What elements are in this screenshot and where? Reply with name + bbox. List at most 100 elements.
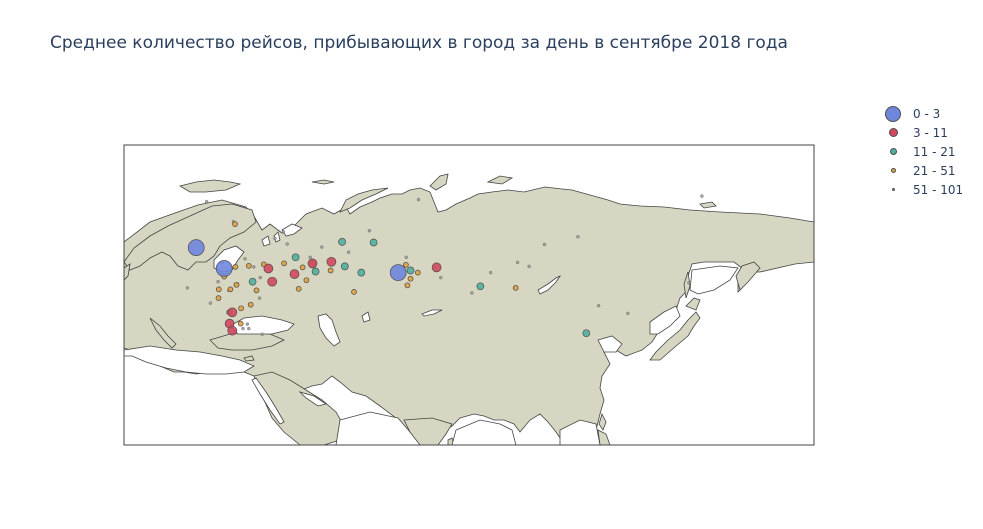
legend-dot-2 — [889, 148, 897, 155]
legend-item-0[interactable]: 0 - 3 — [880, 104, 963, 123]
cyprus — [243, 355, 255, 362]
legend-symbol-1 — [880, 123, 906, 142]
new-siberian-islands — [486, 175, 514, 185]
map-clip-group — [124, 145, 814, 445]
black-sea — [229, 315, 295, 335]
city-marker-4-3[interactable] — [576, 235, 580, 239]
city-marker-3-8[interactable] — [512, 285, 519, 291]
city-marker-4-31[interactable] — [700, 194, 704, 198]
city-marker-4-34[interactable] — [281, 230, 286, 234]
city-marker-4-10[interactable] — [285, 242, 289, 246]
city-marker-3-22[interactable] — [247, 301, 254, 308]
city-marker-4-14[interactable] — [204, 200, 209, 204]
legend-label-3: 21 - 51 — [913, 163, 956, 178]
city-marker-3-24[interactable] — [414, 269, 421, 276]
city-marker-4-8[interactable] — [367, 229, 372, 233]
city-marker-1-5[interactable] — [289, 269, 300, 279]
city-marker-3-9[interactable] — [407, 275, 414, 282]
city-marker-4-25[interactable] — [216, 280, 220, 284]
city-marker-4-9[interactable] — [320, 245, 324, 249]
city-marker-2-9[interactable] — [248, 277, 257, 286]
severnaya-zemlya — [429, 173, 449, 191]
legend-symbol-4 — [880, 180, 906, 199]
city-marker-3-0[interactable] — [215, 286, 222, 293]
city-marker-4-12[interactable] — [258, 275, 262, 280]
city-marker-2-8[interactable] — [340, 262, 349, 271]
city-marker-4-4[interactable] — [527, 264, 531, 269]
city-marker-4-28[interactable] — [489, 270, 493, 275]
city-marker-2-2[interactable] — [357, 268, 366, 277]
city-marker-1-6[interactable] — [431, 262, 442, 273]
city-marker-2-7[interactable] — [338, 238, 346, 246]
city-marker-0-1[interactable] — [187, 239, 205, 256]
city-marker-3-1[interactable] — [232, 264, 239, 270]
city-marker-3-20[interactable] — [299, 264, 306, 271]
legend-dot-0 — [885, 105, 901, 122]
city-marker-3-25[interactable] — [232, 221, 238, 227]
city-marker-3-14[interactable] — [295, 286, 302, 292]
city-marker-4-27[interactable] — [308, 255, 312, 259]
red-sea — [251, 377, 285, 425]
legend-item-3[interactable]: 21 - 51 — [880, 161, 963, 180]
city-marker-1-8[interactable] — [227, 325, 238, 336]
city-marker-2-3[interactable] — [369, 238, 378, 247]
city-marker-1-0[interactable] — [227, 307, 238, 318]
legend[interactable]: 0 - 3 3 - 11 11 - 21 21 - 51 51 - 101 — [880, 104, 963, 199]
city-marker-2-6[interactable] — [291, 253, 300, 262]
city-marker-3-13[interactable] — [327, 267, 334, 274]
city-marker-3-17[interactable] — [253, 287, 260, 294]
city-marker-4-16[interactable] — [185, 286, 190, 290]
city-marker-3-21[interactable] — [215, 295, 222, 301]
city-marker-2-0[interactable] — [582, 329, 591, 338]
city-marker-4-33[interactable] — [404, 255, 408, 259]
city-marker-4-19[interactable] — [257, 296, 262, 300]
legend-item-2[interactable]: 11 - 21 — [880, 142, 963, 161]
city-marker-1-4[interactable] — [326, 256, 337, 267]
city-marker-1-2[interactable] — [307, 258, 318, 269]
novaya-zemlya — [339, 187, 389, 213]
city-marker-4-22[interactable] — [260, 332, 264, 336]
chart-title: Среднее количество рейсов, прибывающих в… — [50, 33, 788, 53]
city-marker-4-7[interactable] — [346, 250, 351, 254]
city-marker-4-1[interactable] — [626, 311, 630, 316]
legend-item-4[interactable]: 51 - 101 — [880, 180, 963, 199]
city-marker-2-1[interactable] — [476, 282, 485, 291]
city-marker-3-10[interactable] — [404, 282, 411, 289]
city-marker-2-5[interactable] — [311, 267, 320, 276]
city-marker-3-3[interactable] — [238, 305, 244, 312]
city-marker-3-12[interactable] — [403, 262, 409, 268]
city-marker-3-4[interactable] — [237, 320, 244, 327]
city-marker-4-18[interactable] — [252, 265, 256, 269]
franz-josef-land — [311, 179, 335, 185]
city-marker-4-17[interactable] — [208, 301, 213, 305]
city-marker-2-4[interactable] — [406, 266, 415, 275]
inland-waters — [124, 223, 739, 445]
city-marker-4-20[interactable] — [247, 326, 251, 331]
city-marker-1-3[interactable] — [263, 263, 274, 274]
city-marker-3-19[interactable] — [303, 277, 310, 284]
city-marker-4-11[interactable] — [273, 236, 277, 241]
city-marker-4-32[interactable] — [542, 242, 547, 247]
city-marker-3-2[interactable] — [245, 263, 252, 269]
svalbard — [178, 179, 242, 193]
city-marker-4-29[interactable] — [515, 260, 520, 265]
city-marker-4-30[interactable] — [416, 197, 421, 202]
city-marker-0-0[interactable] — [215, 260, 233, 277]
city-marker-0-2[interactable] — [389, 264, 407, 281]
city-marker-4-6[interactable] — [439, 275, 443, 280]
city-marker-4-13[interactable] — [243, 257, 247, 261]
city-marker-3-6[interactable] — [227, 286, 234, 293]
city-marker-4-2[interactable] — [687, 281, 691, 285]
city-marker-3-23[interactable] — [233, 281, 240, 288]
legend-item-1[interactable]: 3 - 11 — [880, 123, 963, 142]
city-markers[interactable] — [185, 194, 704, 338]
city-marker-4-21[interactable] — [241, 326, 245, 331]
city-marker-3-11[interactable] — [351, 289, 357, 295]
city-marker-1-7[interactable] — [267, 276, 278, 287]
city-marker-4-5[interactable] — [470, 291, 474, 295]
city-marker-4-23[interactable] — [245, 322, 249, 326]
city-marker-3-15[interactable] — [281, 260, 287, 267]
city-marker-4-0[interactable] — [596, 304, 601, 308]
